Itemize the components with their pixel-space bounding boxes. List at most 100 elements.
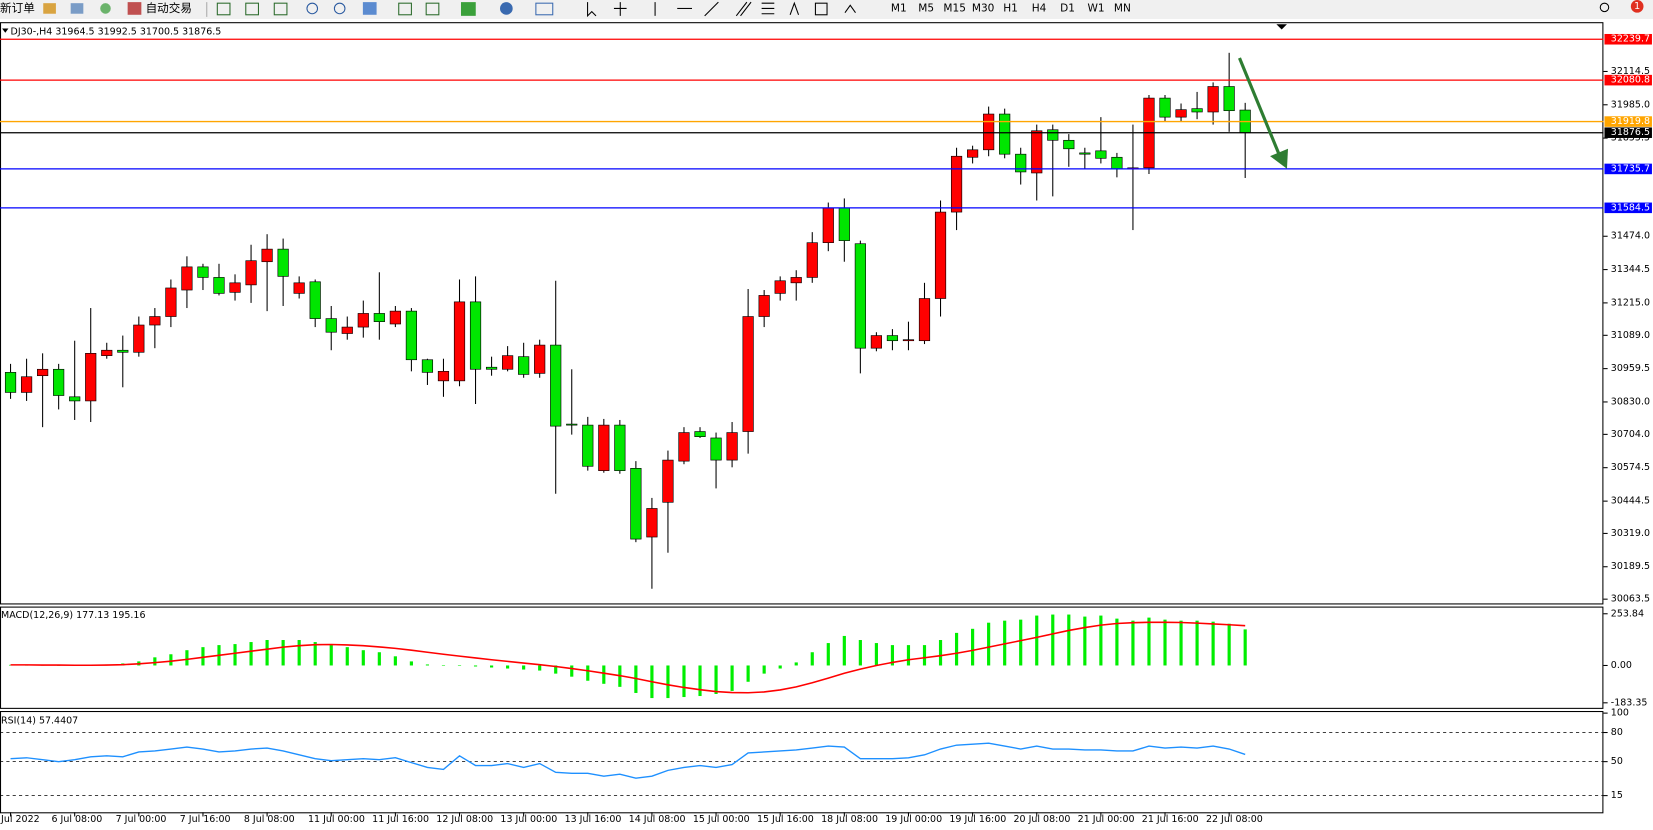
candle-body bbox=[918, 298, 931, 342]
icon[interactable] bbox=[273, 2, 288, 16]
price-level-tag bbox=[1604, 202, 1652, 214]
candle-body bbox=[4, 372, 17, 393]
candle-body bbox=[710, 437, 722, 461]
channel-tool[interactable] bbox=[735, 1, 752, 17]
x-tick-label: 8 Jul 08:00 bbox=[244, 814, 295, 825]
x-tick-label: 15 Jul 00:00 bbox=[693, 814, 750, 825]
candle-body bbox=[806, 242, 818, 278]
timeframe-button[interactable]: M5 bbox=[918, 2, 934, 14]
toolbar: 新订单 自动交易 M1 M5 M15 M30 H1 H4 D1 W1 MN 1 bbox=[0, 0, 1653, 20]
label-tool[interactable] bbox=[814, 2, 828, 16]
y-tick-label: 30574.5 bbox=[1611, 462, 1650, 473]
macd-bar bbox=[361, 650, 365, 666]
x-tick-label: 12 Jul 08:00 bbox=[436, 814, 493, 825]
x-tick-label: 14 Jul 08:00 bbox=[629, 814, 686, 825]
text-tool[interactable] bbox=[789, 1, 800, 15]
zoom-out[interactable] bbox=[333, 2, 346, 15]
rsi-header: RSI(14) 57.4407 bbox=[1, 715, 78, 726]
icon[interactable] bbox=[43, 3, 56, 14]
price-level-label: 31735.7 bbox=[1611, 163, 1650, 174]
new-order-button[interactable]: 新订单 bbox=[0, 1, 35, 15]
macd-bar bbox=[1003, 620, 1007, 666]
candle-body bbox=[261, 248, 273, 263]
macd-bar bbox=[1067, 614, 1071, 666]
macd-bar bbox=[1131, 620, 1135, 666]
candle-body bbox=[534, 344, 546, 374]
x-tick-label: 21 Jul 16:00 bbox=[1142, 814, 1199, 825]
search-icon[interactable] bbox=[1599, 2, 1610, 13]
y-tick-label: 30444.5 bbox=[1611, 496, 1650, 507]
timeframe-button[interactable]: H1 bbox=[1003, 2, 1018, 14]
macd-bar bbox=[297, 640, 301, 666]
candle-body bbox=[822, 207, 834, 244]
macd-bar bbox=[666, 665, 670, 699]
y-tick-label: 15 bbox=[1611, 790, 1623, 801]
macd-bar bbox=[906, 645, 911, 666]
candle-body bbox=[53, 368, 65, 396]
close-value: 31876.5 bbox=[182, 26, 221, 37]
macd-bar bbox=[810, 652, 814, 666]
timeframe-button[interactable]: W1 bbox=[1087, 2, 1104, 14]
candle-body bbox=[1095, 150, 1107, 159]
macd-bar bbox=[393, 656, 397, 666]
candle-body bbox=[149, 316, 161, 326]
candle-body bbox=[229, 282, 241, 293]
candle-body bbox=[165, 287, 177, 317]
timeframe-button[interactable]: D1 bbox=[1060, 2, 1075, 14]
timeframe-button[interactable]: MN bbox=[1114, 2, 1131, 14]
candle-body bbox=[85, 353, 97, 402]
crosshair-tool[interactable] bbox=[613, 2, 627, 16]
candle-body bbox=[854, 243, 866, 349]
candle-body bbox=[983, 113, 995, 151]
notification-badge[interactable] bbox=[1630, 0, 1644, 13]
macd-bar bbox=[377, 652, 381, 666]
icon[interactable] bbox=[100, 3, 111, 14]
candle-body bbox=[1047, 129, 1059, 141]
timeframe-button[interactable]: M15 bbox=[943, 2, 966, 14]
x-tick-label: 7 Jul 00:00 bbox=[116, 814, 167, 825]
macd-bar bbox=[714, 665, 718, 694]
timeframe-button[interactable]: M1 bbox=[891, 2, 907, 14]
auto-trading-icon[interactable] bbox=[127, 2, 142, 15]
fibo-tool[interactable] bbox=[761, 2, 775, 15]
icon[interactable] bbox=[216, 2, 231, 16]
trendline-tool[interactable] bbox=[704, 1, 719, 17]
x-tick-label: 18 Jul 08:00 bbox=[821, 814, 878, 825]
candle-body bbox=[1111, 156, 1123, 170]
candle-body bbox=[373, 313, 385, 322]
auto-trading-button[interactable]: 自动交易 bbox=[146, 1, 192, 15]
arrow-tool[interactable] bbox=[844, 4, 856, 13]
y-tick-label: 50 bbox=[1611, 756, 1623, 767]
candle-body bbox=[37, 368, 49, 377]
macd-bar bbox=[938, 640, 943, 666]
y-tick-label: 31344.5 bbox=[1611, 264, 1650, 275]
icon[interactable] bbox=[398, 2, 412, 16]
macd-bar bbox=[329, 645, 333, 666]
icon[interactable] bbox=[500, 2, 513, 15]
candle-body bbox=[181, 266, 193, 291]
signal-line bbox=[10, 621, 1246, 694]
timeframe-button[interactable]: H4 bbox=[1032, 2, 1047, 14]
x-tick-label: 6 Jul 08:00 bbox=[51, 814, 102, 825]
y-tick-label: 30319.0 bbox=[1611, 528, 1650, 539]
candle-body bbox=[967, 149, 979, 158]
icon[interactable] bbox=[460, 2, 476, 16]
icon[interactable] bbox=[535, 2, 554, 16]
x-tick-label: 11 Jul 00:00 bbox=[308, 814, 365, 825]
macd-bar bbox=[265, 640, 269, 666]
candle-body bbox=[485, 366, 498, 370]
candle-body bbox=[1207, 86, 1219, 113]
candle-body bbox=[886, 335, 899, 342]
zoom-in[interactable] bbox=[306, 2, 319, 15]
icon[interactable] bbox=[245, 2, 259, 16]
candle-body bbox=[790, 277, 802, 284]
icon[interactable] bbox=[425, 2, 440, 16]
icon[interactable] bbox=[70, 3, 84, 14]
cursor-tool[interactable] bbox=[587, 2, 597, 18]
macd-bar bbox=[538, 665, 542, 671]
icon[interactable] bbox=[362, 2, 377, 15]
timeframe-button[interactable]: M30 bbox=[972, 2, 995, 14]
macd-bar bbox=[233, 644, 237, 666]
x-tick-label: 19 Jul 00:00 bbox=[885, 814, 942, 825]
